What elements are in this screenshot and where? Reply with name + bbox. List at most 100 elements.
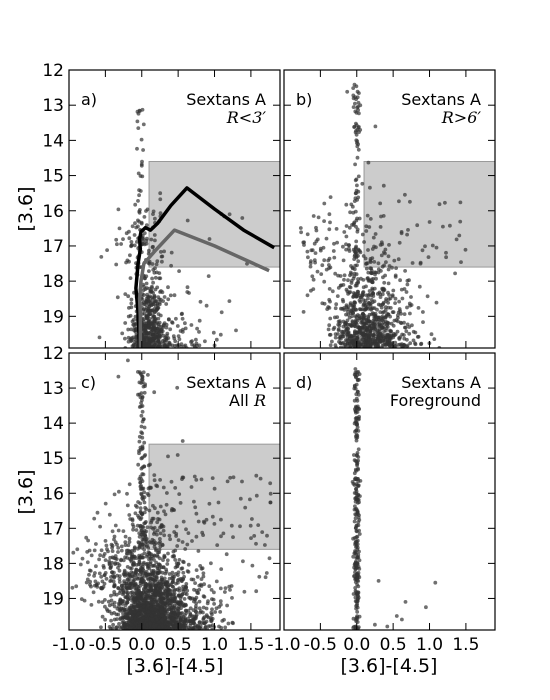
data-point xyxy=(381,287,386,292)
data-point xyxy=(158,211,163,216)
data-point xyxy=(334,227,339,231)
data-point xyxy=(210,597,214,601)
data-point xyxy=(181,626,185,630)
data-point xyxy=(195,575,200,579)
data-point xyxy=(151,267,156,272)
data-point xyxy=(159,607,164,611)
data-point xyxy=(130,319,135,324)
data-point xyxy=(351,247,356,252)
data-point xyxy=(370,256,375,260)
data-point xyxy=(373,314,378,319)
data-point xyxy=(137,560,142,565)
data-point xyxy=(109,611,114,616)
data-point xyxy=(195,627,200,630)
data-point xyxy=(158,504,163,509)
data-point xyxy=(124,615,129,620)
data-point xyxy=(140,435,145,440)
data-point xyxy=(87,572,91,577)
data-point xyxy=(139,424,144,429)
data-point xyxy=(159,524,164,529)
data-point xyxy=(350,480,355,484)
data-point xyxy=(144,554,149,559)
data-point xyxy=(397,307,402,311)
data-point xyxy=(148,560,153,565)
data-point xyxy=(355,216,359,221)
data-point xyxy=(364,266,369,271)
data-point xyxy=(364,224,369,229)
data-point xyxy=(144,544,149,549)
data-point xyxy=(138,109,142,113)
data-point xyxy=(115,295,120,300)
panel-label: c) xyxy=(81,373,96,392)
data-point xyxy=(170,584,175,589)
data-point xyxy=(311,214,316,218)
data-point xyxy=(145,622,149,627)
data-point xyxy=(298,226,303,230)
data-point xyxy=(184,582,189,586)
data-point xyxy=(437,202,442,207)
data-point xyxy=(142,560,146,565)
data-point xyxy=(124,231,129,236)
data-point xyxy=(354,606,358,611)
data-point xyxy=(196,519,201,524)
data-point xyxy=(155,520,160,525)
data-point xyxy=(172,597,177,602)
data-point xyxy=(454,237,459,242)
data-point xyxy=(126,543,131,548)
data-point xyxy=(109,598,114,603)
data-point xyxy=(164,625,169,630)
data-point xyxy=(137,210,142,215)
data-point xyxy=(376,335,380,340)
data-point xyxy=(161,299,166,303)
data-point xyxy=(131,322,136,327)
data-point xyxy=(354,552,359,557)
data-point xyxy=(202,582,207,587)
data-point xyxy=(126,314,131,319)
data-point xyxy=(152,473,157,477)
data-point xyxy=(149,556,154,561)
data-point xyxy=(344,234,349,239)
data-point xyxy=(364,229,369,233)
data-point xyxy=(99,625,103,630)
y-tick-label: 19 xyxy=(42,307,64,327)
data-point xyxy=(355,463,359,468)
data-point xyxy=(138,584,143,588)
data-point xyxy=(223,590,227,594)
data-point xyxy=(380,242,385,247)
data-point xyxy=(121,558,126,563)
data-point xyxy=(314,228,319,233)
data-point xyxy=(397,240,402,245)
data-point xyxy=(376,261,381,266)
data-point xyxy=(346,330,350,335)
data-point xyxy=(125,491,129,496)
data-point xyxy=(150,284,154,289)
data-point xyxy=(188,606,193,611)
data-point xyxy=(94,564,98,569)
data-point xyxy=(219,602,223,607)
data-point xyxy=(379,214,383,219)
data-point xyxy=(361,290,365,295)
data-point xyxy=(89,553,94,558)
x-tick-label: -0.5 xyxy=(89,635,122,655)
data-point xyxy=(110,560,114,565)
data-point xyxy=(353,370,358,375)
data-point xyxy=(186,562,191,567)
data-point xyxy=(179,614,184,619)
data-point xyxy=(137,439,142,444)
data-point xyxy=(142,215,147,219)
data-point xyxy=(80,556,85,561)
data-point xyxy=(123,612,128,617)
data-point xyxy=(201,605,206,610)
data-point xyxy=(176,607,181,612)
data-point xyxy=(356,520,361,524)
data-point xyxy=(367,225,372,229)
data-point xyxy=(328,220,332,225)
data-point xyxy=(390,310,395,314)
data-point xyxy=(105,248,109,253)
data-point xyxy=(394,318,399,323)
data-point xyxy=(178,501,183,505)
data-point xyxy=(103,539,108,543)
data-point xyxy=(199,566,204,571)
data-point xyxy=(97,557,101,562)
